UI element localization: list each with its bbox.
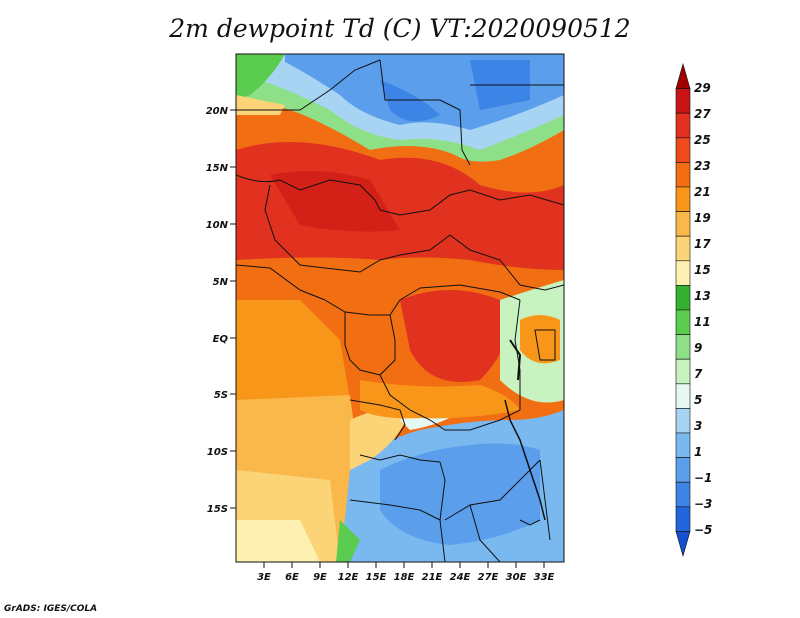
colorbar-segment [675,186,691,212]
country-borders [236,59,564,562]
lon-label: 12E [338,572,359,583]
colorbar-label: 11 [694,315,711,329]
lon-label: 33E [534,572,555,583]
lon-label: 6E [285,572,299,583]
lon-label: 30E [506,572,527,583]
colorbar-segment [675,457,691,483]
lon-label: 15E [366,572,387,583]
colorbar-label: 1 [694,445,702,459]
colorbar-segment [675,260,691,286]
lat-label: 15S [207,504,228,515]
colorbar-segment [675,309,691,335]
colorbar-label: 13 [694,289,711,303]
lat-label: 20N [206,106,229,117]
grads-credit: GrADS: IGES/COLA [4,604,98,614]
colorbar-label: 23 [694,159,711,173]
map-frame [235,53,565,563]
lat-label: 15N [206,163,229,174]
colorbar [675,62,691,558]
colorbar-label: 3 [694,419,702,433]
colorbar-label: 5 [694,393,702,407]
chart-title: 2m dewpoint Td (C) VT:2020090512 [169,14,631,43]
lat-label: 5S [214,390,228,401]
colorbar-labels: 29 27 25 23 21 19 17 15 13 11 9 7 5 3 1 … [694,81,712,537]
colorbar-segment [675,62,691,89]
colorbar-label: −3 [694,497,712,511]
lat-label: 5N [213,277,229,288]
colorbar-segment [675,408,691,434]
lat-label: EQ [213,334,229,345]
axis-ticks [230,109,545,568]
colorbar-label: −1 [694,471,712,485]
colorbar-segment [675,112,691,139]
colorbar-segment [675,383,691,409]
lon-label: 21E [422,572,443,583]
colorbar-label: 29 [694,81,711,95]
longitude-labels: 3E 6E 9E 12E 15E 18E 21E 24E 27E 30E 33E [257,572,554,583]
colorbar-label: 9 [694,341,702,355]
lon-label: 24E [450,572,471,583]
colorbar-segment [675,211,691,237]
colorbar-segment [675,235,691,262]
colorbar-segment [675,481,691,508]
colorbar-label: 21 [694,185,711,199]
colorbar-segment [675,432,691,458]
colorbar-segment [675,358,691,385]
colorbar-segment [675,285,691,311]
colorbar-label: 17 [694,237,711,251]
colorbar-segment [675,88,691,114]
colorbar-label: 7 [694,367,703,381]
colorbar-label: 27 [694,107,711,121]
colorbar-segment [675,137,691,163]
colorbar-segment [675,334,691,360]
latitude-labels: 20N 15N 10N 5N EQ 5S 10S 15S [206,106,229,515]
lon-label: 3E [257,572,271,583]
lon-label: 18E [394,572,415,583]
lon-label: 27E [478,572,499,583]
lat-label: 10N [206,220,229,231]
colorbar-label: −5 [694,523,712,537]
colorbar-segment [675,506,691,532]
lat-label: 10S [207,447,228,458]
colorbar-label: 25 [694,133,711,147]
lon-label: 9E [313,572,327,583]
colorbar-segment [675,531,691,558]
colorbar-segment [675,162,691,188]
colorbar-label: 19 [694,211,711,225]
colorbar-label: 15 [694,263,711,277]
